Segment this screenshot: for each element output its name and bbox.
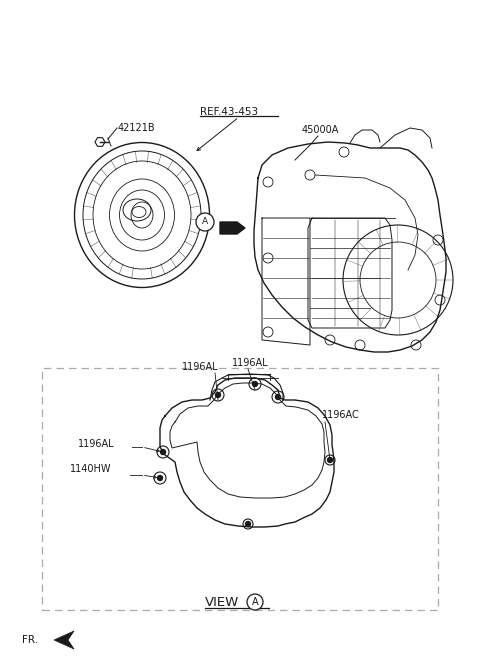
- Circle shape: [327, 457, 333, 463]
- Circle shape: [325, 455, 335, 465]
- Text: FR.: FR.: [22, 635, 38, 645]
- Circle shape: [245, 522, 251, 526]
- Circle shape: [252, 382, 257, 386]
- Circle shape: [196, 213, 214, 231]
- Text: 45000A: 45000A: [302, 125, 339, 135]
- Circle shape: [272, 391, 284, 403]
- Circle shape: [216, 392, 220, 397]
- Text: VIEW: VIEW: [205, 596, 239, 609]
- Text: 1196AL: 1196AL: [232, 358, 269, 368]
- Text: 1140HW: 1140HW: [70, 464, 111, 474]
- Text: A: A: [252, 597, 258, 607]
- Text: REF.43-453: REF.43-453: [200, 107, 258, 117]
- Text: 1196AL: 1196AL: [182, 362, 218, 372]
- Circle shape: [160, 449, 166, 455]
- Circle shape: [243, 519, 253, 529]
- Text: A: A: [202, 217, 208, 227]
- Polygon shape: [54, 631, 74, 649]
- Bar: [42, 368, 438, 610]
- Text: 1196AL: 1196AL: [78, 439, 115, 449]
- Circle shape: [247, 594, 263, 610]
- Circle shape: [212, 389, 224, 401]
- Text: 1196AC: 1196AC: [322, 410, 360, 420]
- Circle shape: [276, 394, 280, 399]
- Circle shape: [154, 472, 166, 484]
- Circle shape: [157, 476, 163, 480]
- Polygon shape: [220, 222, 245, 234]
- Circle shape: [249, 378, 261, 390]
- Circle shape: [157, 446, 169, 458]
- Text: 42121B: 42121B: [118, 123, 156, 133]
